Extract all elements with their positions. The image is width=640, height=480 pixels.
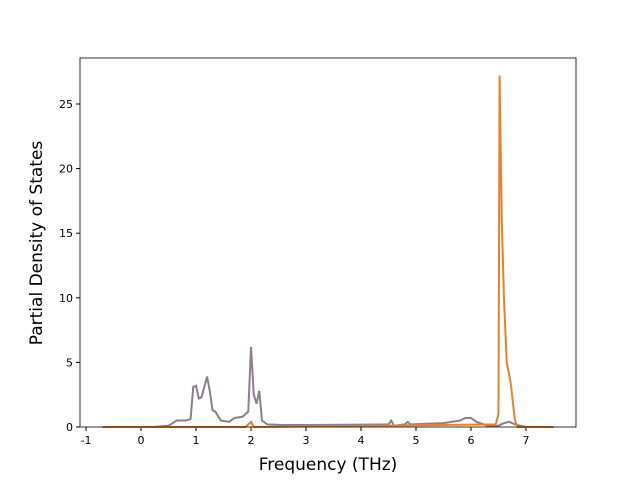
- x-tick-label: 4: [357, 434, 364, 447]
- x-tick-label: 1: [193, 434, 200, 447]
- x-tick-label: 3: [303, 434, 310, 447]
- plot-frame: [79, 57, 577, 428]
- series-line: [102, 75, 554, 429]
- x-axis-label: Frequency (THz): [259, 455, 398, 475]
- y-tick-label: 15: [59, 227, 73, 240]
- y-tick-label: 0: [66, 421, 73, 434]
- y-tick-label: 20: [59, 163, 73, 176]
- y-axis-label: Partial Density of States: [27, 141, 47, 346]
- x-tick-label: 2: [248, 434, 255, 447]
- x-tick-label: 6: [467, 434, 474, 447]
- y-tick-label: 10: [59, 292, 73, 305]
- series-line: [102, 346, 554, 428]
- x-tick-label: -1: [81, 434, 92, 447]
- y-tick-label: 5: [66, 356, 73, 369]
- y-tick-label: 25: [59, 98, 73, 111]
- x-tick-label: 0: [138, 434, 145, 447]
- x-tick-label: 5: [412, 434, 419, 447]
- x-tick-label: 7: [522, 434, 529, 447]
